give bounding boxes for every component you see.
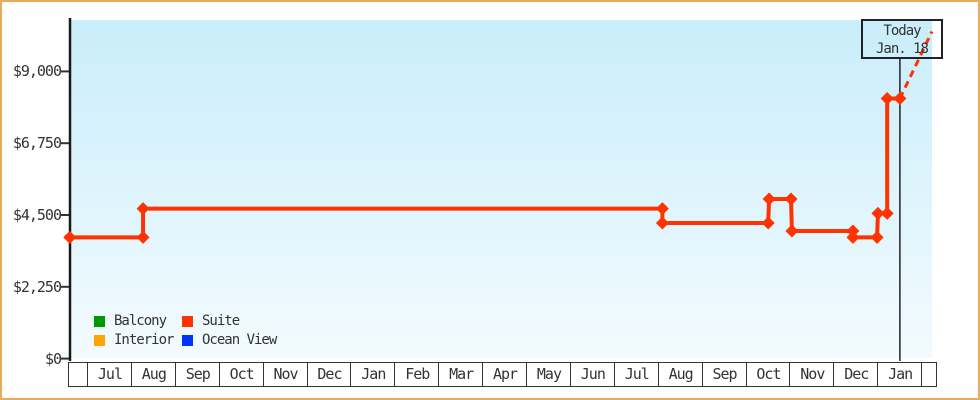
legend-item-interior: Interior [94, 332, 174, 348]
data-point-marker[interactable] [136, 230, 150, 244]
legend-swatch-icon [94, 316, 105, 327]
x-axis-month-label: Jul [613, 363, 659, 386]
x-axis-month-label: Sep [701, 363, 747, 386]
price-projection-line [898, 30, 934, 100]
legend-item-balcony: Balcony [94, 313, 167, 329]
x-axis-month-label: Jun [569, 363, 615, 386]
x-axis-month-label: Dec [306, 363, 352, 386]
x-axis-month-label: Feb [394, 363, 439, 386]
legend-label: Interior [114, 332, 174, 348]
legend-label: Ocean View [202, 332, 277, 348]
x-axis-month-label: Aug [130, 363, 176, 386]
x-axis-month-label: Apr [482, 363, 527, 386]
data-point-marker[interactable] [136, 202, 150, 216]
x-axis-month-label: Oct [218, 363, 264, 386]
legend-swatch-icon [182, 335, 193, 346]
today-date: Jan. 18 [875, 41, 929, 57]
x-axis-lead-stub [69, 363, 87, 386]
x-axis-month-label: Jan [350, 363, 395, 386]
y-axis-label: $4,500 [12, 206, 62, 224]
x-axis-month-label: May [526, 363, 571, 386]
x-axis-month-label: Jan [877, 363, 922, 386]
x-axis-month-label: Nov [262, 363, 308, 386]
y-axis-label: $2,250 [12, 277, 62, 296]
legend-swatch-icon [94, 335, 105, 346]
x-axis-month-label: Oct [745, 363, 791, 386]
data-point-marker[interactable] [63, 230, 77, 244]
x-axis-month-label: Dec [833, 363, 878, 386]
data-point-marker[interactable] [785, 224, 799, 238]
y-axis-label: $0 [44, 349, 62, 368]
plot-area [70, 20, 932, 358]
today-label: Today [883, 23, 921, 39]
today-annotation: Today Jan. 18 [861, 19, 943, 59]
legend-swatch-icon [182, 316, 193, 327]
x-axis-month-label: Nov [789, 363, 834, 386]
x-axis-month-label: Sep [174, 363, 220, 386]
x-axis-trail-stub [921, 363, 936, 386]
x-axis-month-label: Aug [657, 363, 703, 386]
x-axis-month-label: Jul [87, 363, 132, 386]
legend-label: Balcony [114, 313, 167, 329]
y-axis-label: $9,000 [12, 62, 62, 81]
y-axis-label: $6,750 [12, 134, 62, 153]
x-axis-month-label: Mar [438, 363, 483, 386]
legend-item-ocean-view: Ocean View [182, 332, 277, 348]
legend-label: Suite [202, 313, 240, 329]
x-axis-month-band: Jul Aug Sep Oct Nov Dec Jan Feb Mar Apr May Jun Jul A… [68, 362, 937, 387]
legend-item-suite: Suite [182, 313, 240, 329]
